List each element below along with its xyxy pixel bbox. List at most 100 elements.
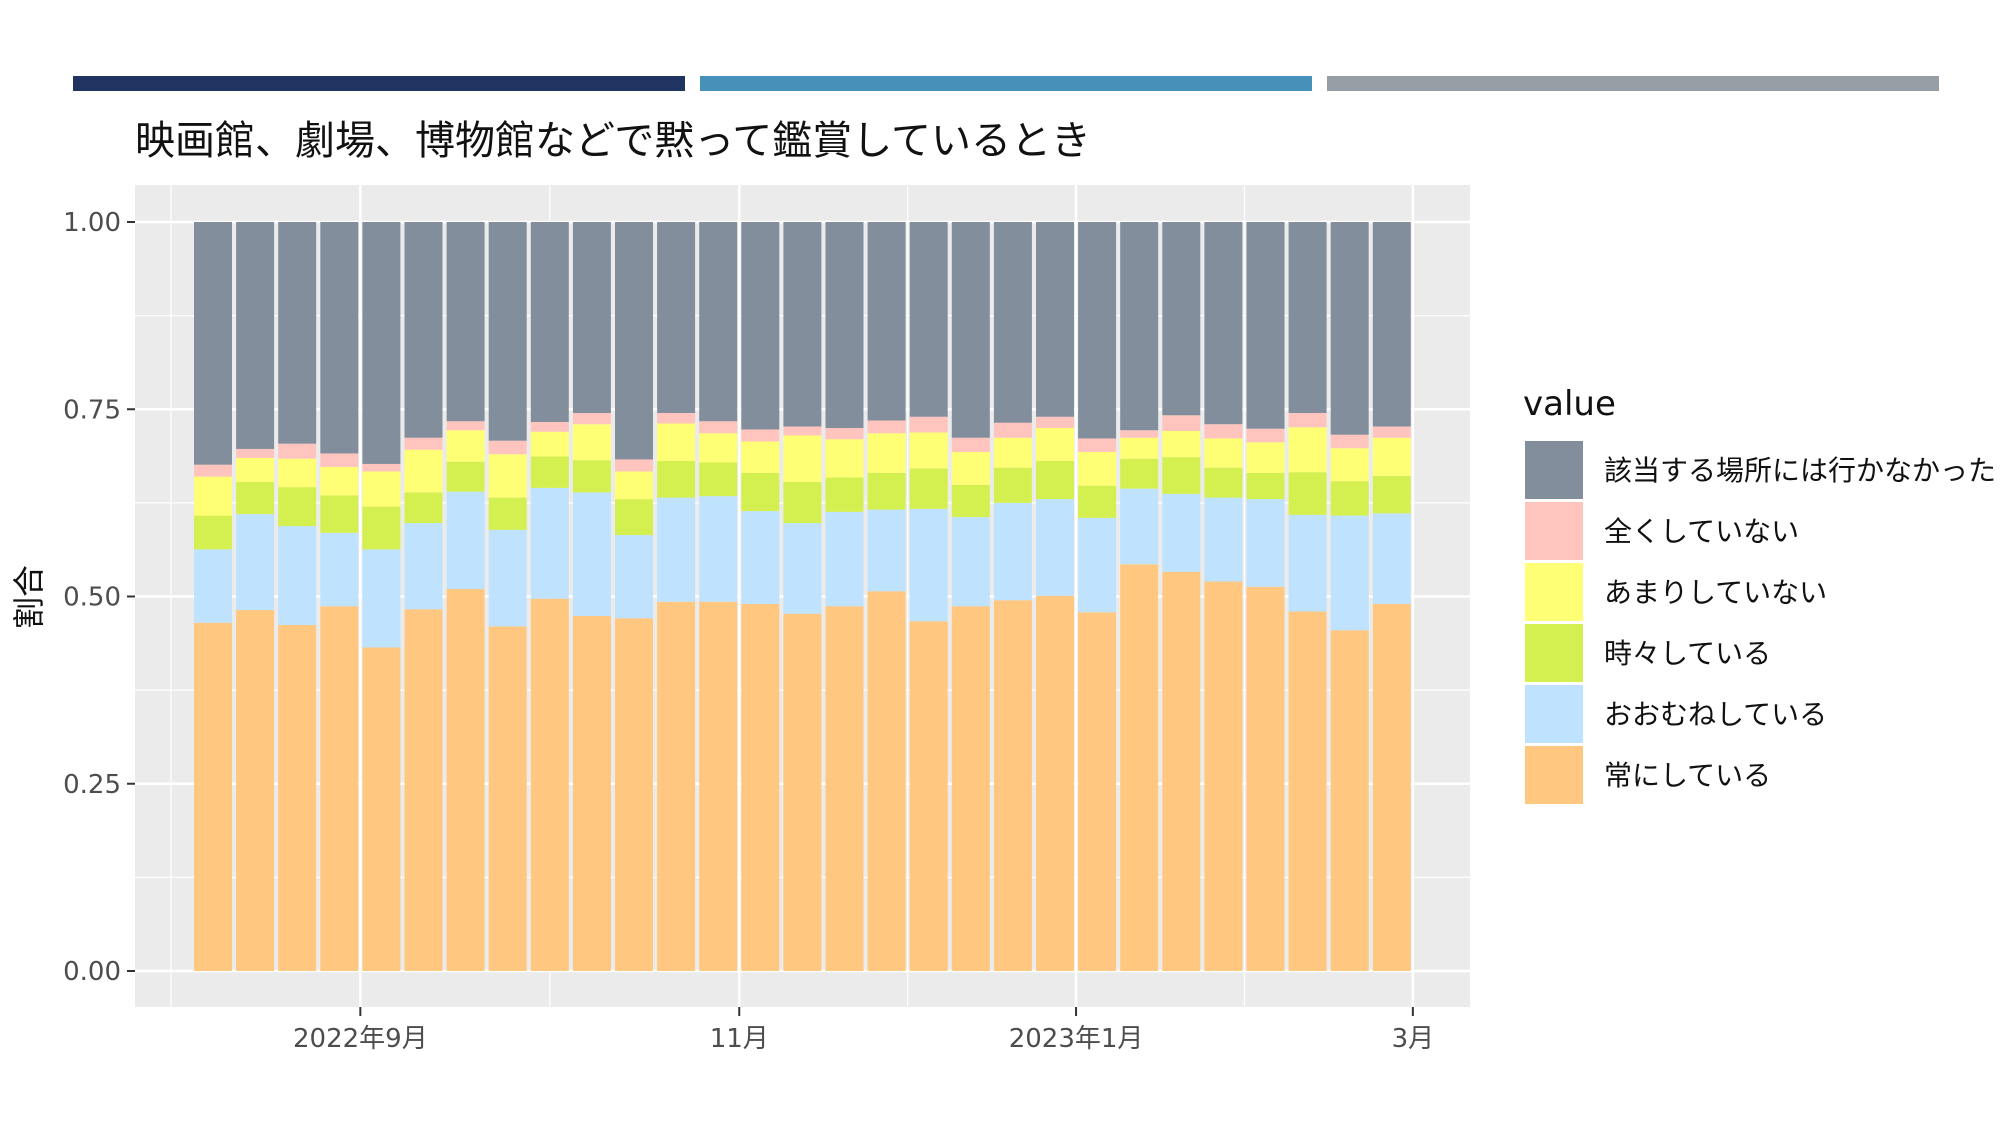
bar-segment <box>362 647 401 971</box>
bar-segment <box>446 421 485 431</box>
bar-segment <box>1162 222 1201 416</box>
bar-segment <box>615 471 653 500</box>
bar-segment <box>362 549 401 648</box>
bar-segment <box>1162 415 1201 431</box>
bar-segment <box>657 460 696 498</box>
bar-segment <box>1246 442 1285 473</box>
legend-label: 時々している <box>1604 637 1771 670</box>
bar-segment <box>278 624 317 971</box>
bar-segment <box>1162 457 1201 494</box>
bar-segment <box>236 609 275 971</box>
bar-segment <box>404 437 443 450</box>
bar-segment <box>951 484 990 518</box>
bar-segment <box>1078 485 1117 518</box>
bar-segment <box>867 591 906 971</box>
bar-segment <box>993 600 1032 971</box>
header-bar-gray <box>1327 76 1939 91</box>
bar-segment <box>1036 416 1074 428</box>
bar-segment <box>825 222 864 428</box>
legend-swatch <box>1525 441 1583 499</box>
bar-segment <box>783 481 822 524</box>
bar-segment <box>657 423 696 461</box>
legend-label: 該当する場所には行かなかった <box>1604 454 1996 487</box>
legend-swatch <box>1525 685 1583 743</box>
bar-segment <box>1246 586 1285 971</box>
bar-segment <box>404 492 443 524</box>
bar-segment <box>783 523 822 614</box>
bar-segment <box>236 457 275 482</box>
bar-segment <box>1288 472 1327 515</box>
bar-segment <box>488 529 527 627</box>
bar-segment <box>446 222 485 422</box>
x-tick-label: 2022年9月 <box>293 1024 428 1054</box>
bar-segment <box>951 437 990 452</box>
bar-segment <box>446 430 485 462</box>
bar-segment <box>488 626 527 971</box>
y-tick-label: 0.50 <box>63 583 121 613</box>
bar-segment <box>1036 222 1074 417</box>
bar-segment <box>530 456 569 488</box>
bar-segment <box>867 222 906 421</box>
bar-segment <box>362 506 401 550</box>
y-tick-label: 0.75 <box>63 395 121 425</box>
bar-segment <box>1372 603 1411 971</box>
bar-segment <box>1204 581 1243 971</box>
legend-label: 常にしている <box>1604 759 1771 792</box>
bar-segment <box>909 416 948 433</box>
bar-segment <box>1162 493 1201 572</box>
bar-segment <box>530 598 569 971</box>
y-tick-label: 0.25 <box>63 770 121 800</box>
bar-segment <box>1288 222 1327 413</box>
bar-segment <box>362 471 401 507</box>
bar-segment <box>1078 222 1117 439</box>
bar-segment <box>615 499 653 536</box>
bar-segment <box>951 222 990 438</box>
legend-swatch <box>1525 746 1583 804</box>
bar-segment <box>320 466 359 496</box>
bar-segment <box>825 606 864 971</box>
bar-segment <box>1330 448 1369 482</box>
bar-segment <box>741 441 780 473</box>
bar-segment <box>1120 488 1159 565</box>
bar-segment <box>867 509 906 592</box>
legend-swatch <box>1525 563 1583 621</box>
bar-segment <box>1330 515 1369 631</box>
bar-segment <box>404 449 443 493</box>
bar-segment <box>446 491 485 590</box>
bar-segment <box>1036 499 1074 596</box>
bar-segment <box>1288 611 1327 971</box>
legend-swatch <box>1525 624 1583 682</box>
bar-segment <box>741 222 780 430</box>
bar-segment <box>488 497 527 530</box>
bar-segment <box>1246 472 1285 500</box>
bar-segment <box>446 461 485 492</box>
bar-segment <box>825 439 864 478</box>
bar-segment <box>278 443 317 459</box>
bar-segment <box>278 222 317 444</box>
bar-segment <box>615 459 653 472</box>
bar-segment <box>236 222 275 449</box>
bar-segment <box>657 601 696 971</box>
bar-segment <box>825 477 864 512</box>
bar-segment <box>1078 451 1117 486</box>
y-axis-title: 割合 <box>10 565 48 629</box>
bar-segment <box>278 487 317 527</box>
bar-segment <box>446 589 485 971</box>
bar-segment <box>1120 222 1159 431</box>
bar-segment <box>1246 499 1285 587</box>
bar-segment <box>1288 427 1327 473</box>
bar-segment <box>488 222 527 441</box>
bar-segment <box>783 222 822 427</box>
bar-segment <box>1120 437 1159 459</box>
bar-segment <box>1078 517 1117 613</box>
legend: value 該当する場所には行かなかった全くしていないあまりしていない時々してい… <box>1523 384 1996 804</box>
header-bar-navy <box>73 76 685 91</box>
bar-segment <box>320 495 359 533</box>
bar-segment <box>1330 434 1369 449</box>
bar-segment <box>699 222 738 422</box>
bar-segment <box>699 462 738 497</box>
bar-segment <box>741 429 780 442</box>
bar-segment <box>699 433 738 463</box>
y-tick-label: 0.00 <box>63 957 121 987</box>
